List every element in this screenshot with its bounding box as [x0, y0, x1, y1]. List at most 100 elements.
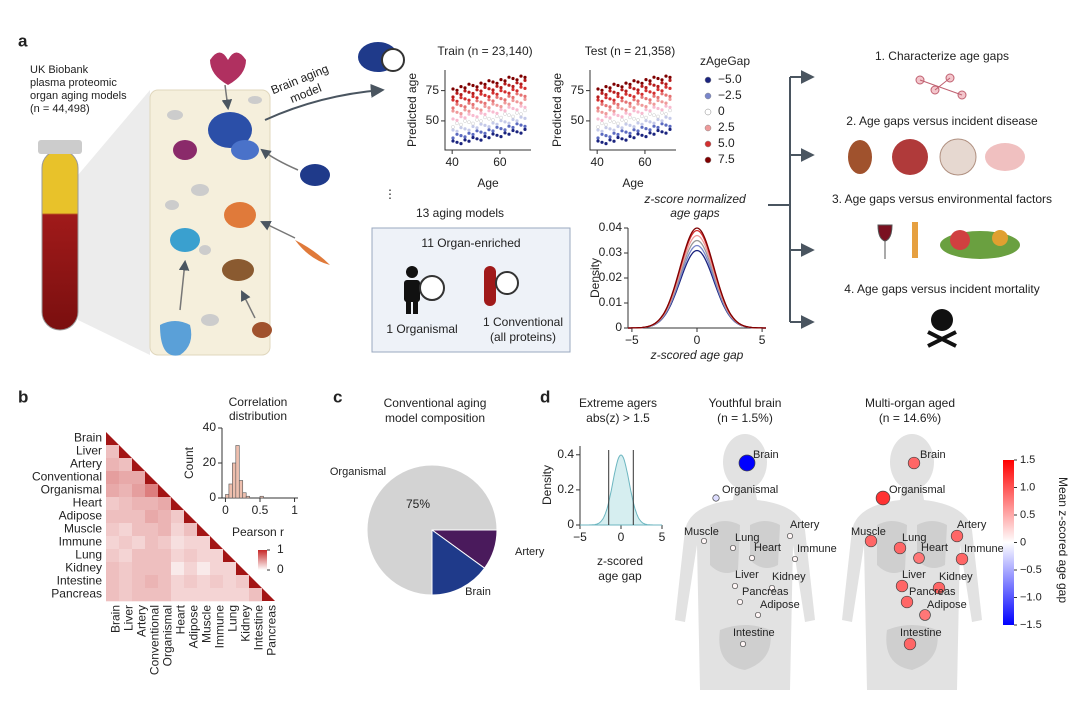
- scatter-dot: [523, 127, 527, 131]
- organ-label: Heart: [921, 542, 948, 554]
- legend-swatch: [704, 108, 712, 116]
- scatter-dot: [467, 82, 471, 86]
- scatter-dot: [467, 101, 471, 105]
- scatter-dot: [624, 111, 628, 115]
- scatter-dot: [467, 128, 471, 132]
- heatmap-cell: [249, 588, 263, 602]
- colorbar-tick-label: 0: [1020, 536, 1026, 548]
- scatter-dot: [463, 119, 467, 123]
- scatter-dot: [451, 109, 455, 113]
- scatter-dot: [511, 114, 515, 119]
- heatmap-cell: [210, 549, 224, 563]
- scatter-dot: [652, 91, 656, 95]
- scatter-dot: [471, 94, 475, 99]
- aged-title: (n = 14.6%): [879, 411, 941, 425]
- scatter-dot: [652, 105, 656, 109]
- organ-label: Kidney: [772, 571, 806, 583]
- outcome-text: 2. Age gaps versus incident disease: [846, 114, 1038, 128]
- scatter-dot: [640, 95, 644, 99]
- outcome-arrows: [768, 70, 815, 329]
- column-label: Intestine: [252, 605, 266, 651]
- scatter-dot: [459, 96, 463, 100]
- heatmap-cell: [119, 562, 133, 576]
- x-tick-label: 40: [590, 155, 604, 169]
- scatter-dot: [459, 112, 463, 116]
- scatter-dot: [628, 82, 632, 86]
- heatmap-cell: [158, 523, 172, 537]
- organ-label: Immune: [964, 543, 1004, 555]
- scatter-dot: [616, 121, 620, 126]
- scatter-dot: [491, 80, 495, 84]
- scatter-dot: [636, 102, 640, 106]
- scatter-dot: [519, 112, 523, 116]
- scatter-dot: [624, 119, 628, 123]
- x-axis-label: z-scored: [597, 554, 643, 568]
- scatter-dot: [507, 113, 511, 117]
- colorbar-tick-label: −0.5: [1020, 564, 1042, 576]
- scatter-dot: [612, 98, 616, 102]
- organ-dot: [791, 555, 799, 563]
- heatmap-cell: [184, 536, 198, 550]
- x-tick-label: −5: [573, 530, 587, 544]
- scatter-dot: [459, 134, 463, 138]
- scatter-dot: [463, 97, 467, 101]
- y-tick-label: 0.01: [599, 295, 623, 309]
- scatter-dot: [459, 126, 463, 130]
- organ-dot: [875, 490, 891, 506]
- row-label: Muscle: [64, 522, 102, 536]
- heatmap-cell: [236, 575, 250, 589]
- scatter-dot: [487, 106, 491, 110]
- scatter-dot: [656, 106, 660, 111]
- scatter-dot: [499, 127, 503, 131]
- scatter-dot: [455, 88, 459, 92]
- legend-label: 0: [718, 104, 725, 118]
- scatter-dot: [620, 88, 624, 92]
- organ-label: Organismal: [722, 484, 778, 496]
- heatmap-cell: [171, 523, 185, 537]
- scatter-dot: [511, 87, 515, 92]
- scatter-dot: [616, 132, 620, 137]
- scatter-dot: [503, 128, 507, 132]
- column-label: Immune: [213, 605, 227, 649]
- outcome-icons: [848, 73, 1025, 348]
- body-organs: [710, 521, 780, 670]
- scatter-dot: [495, 92, 499, 96]
- scatter-dot: [503, 79, 507, 83]
- source-text: (n = 44,498): [30, 103, 90, 115]
- organ-dot: [903, 637, 917, 651]
- heatmap-cell: [119, 549, 133, 563]
- x-tick-label: 1: [291, 503, 298, 517]
- organ-dot: [736, 598, 744, 606]
- scatter-dot: [664, 112, 668, 116]
- scatter-dot: [620, 137, 624, 141]
- scatter-dot: [604, 93, 608, 97]
- y-tick-label: 0.2: [557, 482, 574, 496]
- heatmap-cell: [119, 471, 133, 485]
- scatter-dot: [652, 132, 656, 136]
- heatmap-cell: [106, 510, 120, 524]
- scatter-dot: [660, 130, 664, 134]
- scatter-dot: [616, 83, 620, 88]
- scatter-dot: [604, 122, 608, 127]
- scatter-dot: [596, 136, 600, 140]
- scatter-dot: [507, 75, 511, 79]
- slice-value-label: 75%: [406, 497, 430, 511]
- column-label: Heart: [174, 604, 188, 634]
- scatter-dot: [660, 108, 664, 112]
- scatter-dot: [640, 111, 644, 115]
- scatter-dot: [656, 95, 660, 100]
- scatter-dot: [479, 122, 483, 126]
- heatmap-cell: [145, 484, 159, 498]
- heatmap-cell: [184, 562, 198, 576]
- density-area: [580, 454, 662, 526]
- heatmap-cell: [145, 536, 159, 550]
- scatter-dot: [640, 133, 644, 137]
- scatter-dot: [523, 75, 527, 79]
- scatter-dot: [652, 83, 656, 87]
- scatter-dot: [483, 101, 487, 105]
- scatter-dot: [612, 101, 616, 105]
- scatter-dot: [644, 105, 648, 109]
- heatmap-cell: [132, 523, 146, 537]
- scatter-dot: [523, 105, 527, 109]
- heatmap-cell: [171, 510, 185, 524]
